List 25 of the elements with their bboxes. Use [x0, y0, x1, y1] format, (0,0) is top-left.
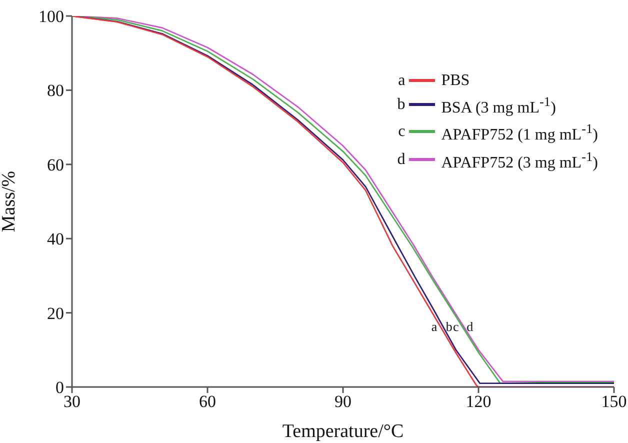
annotation: d: [466, 319, 474, 334]
text: c: [398, 123, 406, 140]
legend-label: PBS: [441, 71, 470, 91]
annotation: a: [431, 319, 438, 334]
x-tick-label: 90: [334, 392, 352, 412]
x-tick-label: 30: [64, 392, 80, 412]
text: b: [397, 96, 406, 114]
x-tick-label: 60: [199, 392, 216, 412]
annotation: c: [453, 319, 460, 334]
y-tick-label: 20: [47, 304, 64, 323]
legend-label: APAFP752 (3 mg mL$^{-1}$): [441, 148, 598, 173]
x-tick-label: 120: [466, 392, 492, 412]
x-axis-title: Temperature/°C: [282, 421, 404, 442]
x-tick-label: 150: [601, 392, 627, 412]
y-tick-label: 80: [47, 81, 64, 100]
y-tick-label: 100: [38, 7, 64, 26]
annotation: b: [446, 319, 452, 334]
text: a: [398, 72, 406, 89]
legend-label: APAFP752 (1 mg mL$^{-1}$): [441, 120, 598, 146]
y-tick-label: 40: [47, 230, 64, 249]
legend-label: BSA (3 mg mL$^{-1}$): [441, 93, 556, 118]
text: d: [397, 150, 406, 168]
y-axis-title: Mass/%: [0, 170, 20, 232]
y-tick-label: 60: [47, 155, 64, 174]
y-tick-label: 0: [56, 378, 64, 398]
